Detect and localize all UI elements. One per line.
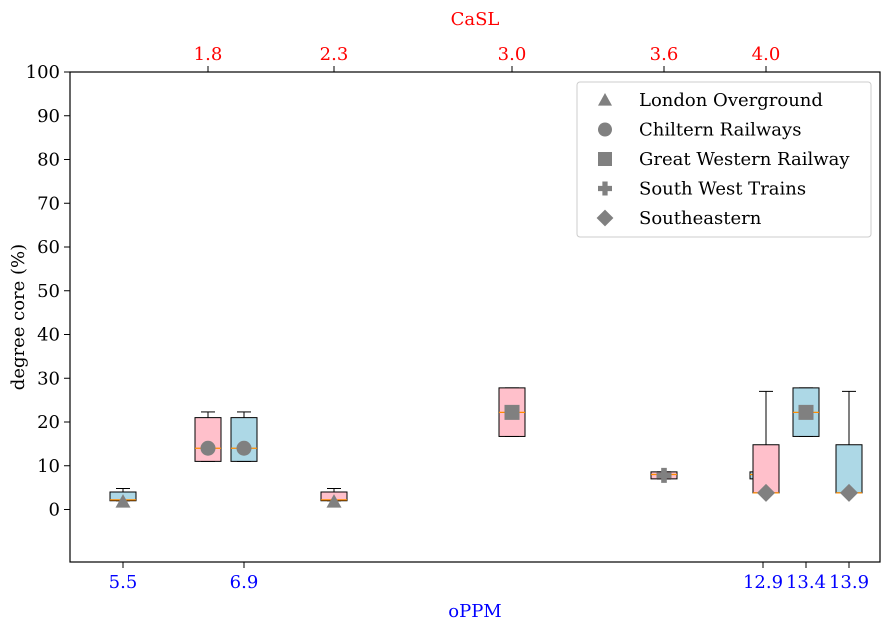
box-casl xyxy=(752,390,780,502)
box-oppm xyxy=(792,387,820,437)
marker-circle xyxy=(236,440,252,456)
box-casl xyxy=(498,387,526,437)
square-marker-icon xyxy=(598,152,612,166)
diamond-marker-icon xyxy=(596,209,614,227)
legend-label: London Overground xyxy=(639,90,823,111)
top-axis: 1.8 2.3 3.0 3.6 4.0 xyxy=(194,44,781,72)
top-tick-label: 3.6 xyxy=(650,44,679,65)
bottom-tick-label: 13.9 xyxy=(829,572,869,593)
marker-diamond xyxy=(757,483,775,502)
marker-square xyxy=(504,404,520,420)
legend: London Overground Chiltern Railways Great … xyxy=(576,81,872,238)
y-tick-label: 60 xyxy=(37,237,60,258)
top-axis-label: CaSL xyxy=(451,9,500,30)
y-tick-label: 80 xyxy=(37,150,60,171)
legend-item: South West Trains xyxy=(598,179,806,200)
legend-item: London Overground xyxy=(598,90,823,111)
box-casl xyxy=(320,488,348,508)
marker-plus xyxy=(656,467,672,483)
marker-diamond xyxy=(840,483,858,502)
box-oppm xyxy=(835,390,863,502)
top-tick-label: 3.0 xyxy=(498,44,527,65)
top-tick-label: 2.3 xyxy=(320,44,349,65)
marker-triangle xyxy=(326,494,342,508)
marker-circle xyxy=(200,440,216,456)
triangle-marker-icon xyxy=(598,93,612,106)
legend-label: South West Trains xyxy=(639,179,806,200)
legend-label: Southeastern xyxy=(639,208,762,229)
y-axis: 0 10 20 30 40 50 60 70 80 90 100 xyxy=(26,62,70,521)
y-tick-label: 100 xyxy=(26,62,60,83)
box-oppm xyxy=(109,488,137,508)
top-tick-label: 4.0 xyxy=(752,44,781,65)
legend-item: Great Western Railway xyxy=(598,149,850,170)
legend-label: Great Western Railway xyxy=(639,149,850,170)
y-tick-label: 20 xyxy=(37,412,60,433)
bottom-axis: 5.5 6.9 12.9 13.4 13.9 xyxy=(109,562,869,593)
plot-frame xyxy=(69,71,881,563)
bottom-tick-label: 6.9 xyxy=(230,572,259,593)
top-tick-label: 1.8 xyxy=(194,44,223,65)
y-axis-label: degree core (%) xyxy=(8,244,29,390)
legend-item: Southeastern xyxy=(596,208,762,229)
legend-item: Chiltern Railways xyxy=(598,120,801,141)
box-casl xyxy=(194,411,222,462)
y-tick-label: 30 xyxy=(37,368,60,389)
marker-triangle xyxy=(115,494,131,508)
box-oppm xyxy=(230,411,258,462)
plot-area xyxy=(109,387,863,508)
circle-marker-icon xyxy=(598,122,612,137)
y-tick-label: 10 xyxy=(37,456,60,477)
y-tick-label: 40 xyxy=(37,325,60,346)
marker-square xyxy=(798,404,814,420)
bottom-axis-label: oPPM xyxy=(448,601,502,622)
y-tick-label: 70 xyxy=(37,193,60,214)
y-tick-label: 0 xyxy=(49,500,60,521)
bottom-tick-label: 5.5 xyxy=(109,572,138,593)
legend-frame xyxy=(576,81,872,238)
box-iqr xyxy=(194,417,222,462)
y-tick-label: 50 xyxy=(37,281,60,302)
bottom-tick-label: 13.4 xyxy=(786,572,826,593)
legend-label: Chiltern Railways xyxy=(639,120,801,141)
box-casl xyxy=(650,467,678,483)
plus-marker-icon xyxy=(598,181,612,196)
y-tick-label: 90 xyxy=(37,106,60,127)
bottom-tick-label: 12.9 xyxy=(743,572,783,593)
